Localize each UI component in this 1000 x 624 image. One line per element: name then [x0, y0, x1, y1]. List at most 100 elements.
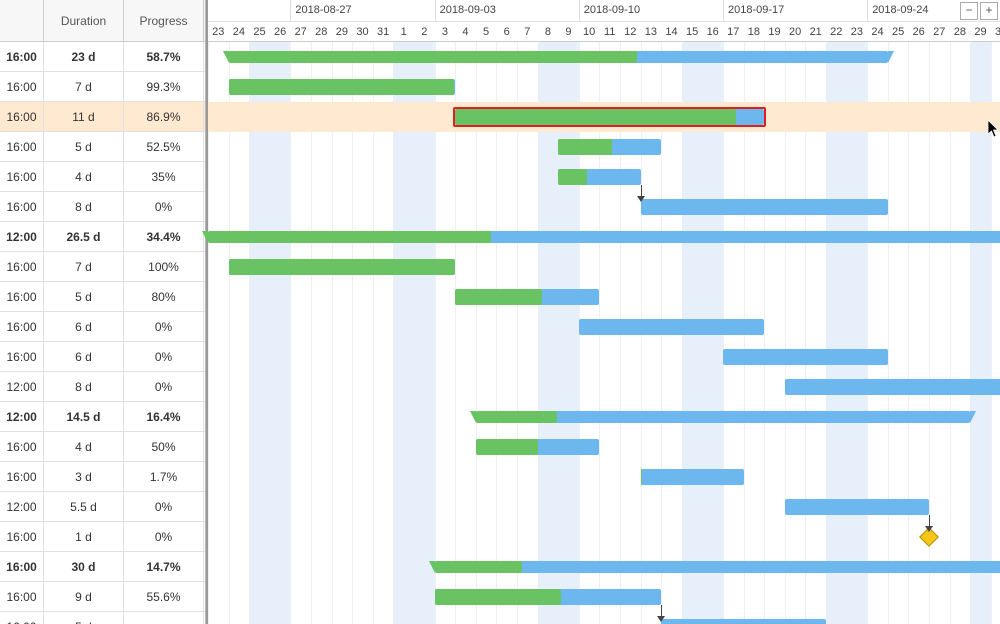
- task-bar[interactable]: [579, 319, 764, 335]
- day-label: 28: [950, 22, 971, 43]
- gantt-row[interactable]: [208, 522, 1000, 552]
- table-row[interactable]: 16:008 d0%: [0, 192, 205, 222]
- table-row[interactable]: 12:008 d0%: [0, 372, 205, 402]
- gantt-row[interactable]: [208, 252, 1000, 282]
- task-bar[interactable]: [661, 619, 826, 624]
- task-bar[interactable]: [785, 379, 1000, 395]
- gantt-row[interactable]: [208, 462, 1000, 492]
- table-row[interactable]: 16:0030 d14.7%: [0, 552, 205, 582]
- week-label: 2018-09-24: [867, 0, 928, 21]
- day-label: 3: [435, 22, 456, 43]
- gantt-row[interactable]: [208, 222, 1000, 252]
- day-label: 19: [764, 22, 785, 43]
- day-label: 9: [558, 22, 579, 43]
- day-label: 12: [620, 22, 641, 43]
- day-label: 29: [970, 22, 991, 43]
- cell-duration: 1 d: [44, 522, 124, 551]
- table-row[interactable]: 16:006 d0%: [0, 312, 205, 342]
- gantt-row[interactable]: [208, 162, 1000, 192]
- table-row[interactable]: 12:005.5 d0%: [0, 492, 205, 522]
- table-row[interactable]: 16:007 d99.3%: [0, 72, 205, 102]
- gantt-row[interactable]: [208, 372, 1000, 402]
- gantt-row[interactable]: [208, 402, 1000, 432]
- day-label: 23: [208, 22, 229, 43]
- progress-bar: [476, 411, 557, 423]
- gantt-row[interactable]: [208, 72, 1000, 102]
- task-bar[interactable]: [785, 499, 929, 515]
- gantt-chart[interactable]: − + 2018-08-272018-09-032018-09-102018-0…: [206, 0, 1000, 624]
- week-label: 2018-09-10: [579, 0, 640, 21]
- col-time-header[interactable]: [0, 0, 44, 41]
- gantt-row[interactable]: [208, 432, 1000, 462]
- table-row[interactable]: 16:001 d0%: [0, 522, 205, 552]
- gantt-row[interactable]: [208, 612, 1000, 624]
- table-row[interactable]: 16:004 d50%: [0, 432, 205, 462]
- table-row[interactable]: 16:006 d0%: [0, 342, 205, 372]
- day-label: 24: [867, 22, 888, 43]
- zoom-controls: − +: [960, 2, 998, 20]
- table-row[interactable]: 12:0026.5 d34.4%: [0, 222, 205, 252]
- dependency-arrow: [657, 616, 665, 622]
- gantt-row[interactable]: [208, 582, 1000, 612]
- cell-time: 16:00: [0, 612, 44, 624]
- table-row[interactable]: 16:005 d: [0, 612, 205, 624]
- task-bar[interactable]: [641, 199, 888, 215]
- cell-duration: 6 d: [44, 342, 124, 371]
- cell-progress: 16.4%: [124, 402, 204, 431]
- timeline-weeks: 2018-08-272018-09-032018-09-102018-09-17…: [208, 0, 1000, 21]
- gantt-row[interactable]: [208, 492, 1000, 522]
- table-row[interactable]: 16:005 d80%: [0, 282, 205, 312]
- gantt-row[interactable]: [208, 282, 1000, 312]
- gantt-row[interactable]: [208, 102, 1000, 132]
- cell-time: 12:00: [0, 372, 44, 401]
- cell-progress: 0%: [124, 192, 204, 221]
- cell-time: 12:00: [0, 402, 44, 431]
- cell-progress: 0%: [124, 312, 204, 341]
- cell-progress: 58.7%: [124, 42, 204, 71]
- chart-body[interactable]: [208, 42, 1000, 624]
- cell-progress: 52.5%: [124, 132, 204, 161]
- table-row[interactable]: 16:0011 d86.9%: [0, 102, 205, 132]
- table-row[interactable]: 12:0014.5 d16.4%: [0, 402, 205, 432]
- task-bar[interactable]: [641, 469, 744, 485]
- table-row[interactable]: 16:007 d100%: [0, 252, 205, 282]
- gantt-row[interactable]: [208, 342, 1000, 372]
- cell-duration: 11 d: [44, 102, 124, 131]
- table-row[interactable]: 16:0023 d58.7%: [0, 42, 205, 72]
- day-label: 16: [702, 22, 723, 43]
- col-progress-header[interactable]: Progress: [124, 0, 204, 41]
- gantt-row[interactable]: [208, 42, 1000, 72]
- dependency-arrow: [925, 526, 933, 532]
- day-label: 14: [661, 22, 682, 43]
- cell-progress: 0%: [124, 342, 204, 371]
- progress-bar: [558, 139, 612, 155]
- cell-progress: 50%: [124, 432, 204, 461]
- task-bar[interactable]: [723, 349, 888, 365]
- cell-progress: 34.4%: [124, 222, 204, 251]
- table-row[interactable]: 16:009 d55.6%: [0, 582, 205, 612]
- cell-time: 16:00: [0, 432, 44, 461]
- table-row[interactable]: 16:004 d35%: [0, 162, 205, 192]
- zoom-in-button[interactable]: +: [980, 2, 998, 20]
- gantt-row[interactable]: [208, 132, 1000, 162]
- week-label: 2018-09-17: [723, 0, 784, 21]
- progress-bar: [229, 51, 638, 63]
- cell-progress: 35%: [124, 162, 204, 191]
- gantt-row[interactable]: [208, 312, 1000, 342]
- cell-progress: [124, 612, 204, 624]
- day-label: 30: [991, 22, 1000, 43]
- table-row[interactable]: 16:005 d52.5%: [0, 132, 205, 162]
- cell-progress: 14.7%: [124, 552, 204, 581]
- zoom-out-button[interactable]: −: [960, 2, 978, 20]
- cell-time: 16:00: [0, 282, 44, 311]
- cell-duration: 23 d: [44, 42, 124, 71]
- day-label: 21: [805, 22, 826, 43]
- day-label: 29: [332, 22, 353, 43]
- table-row[interactable]: 16:003 d1.7%: [0, 462, 205, 492]
- cell-duration: 4 d: [44, 162, 124, 191]
- col-duration-header[interactable]: Duration: [44, 0, 124, 41]
- day-label: 25: [249, 22, 270, 43]
- gantt-row[interactable]: [208, 552, 1000, 582]
- cell-time: 12:00: [0, 492, 44, 521]
- gantt-row[interactable]: [208, 192, 1000, 222]
